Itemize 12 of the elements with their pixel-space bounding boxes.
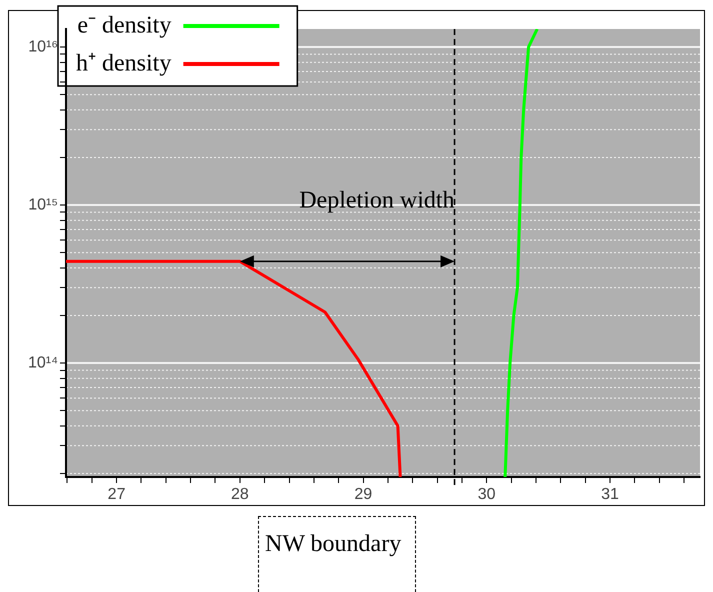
y-tick-label: 10¹⁵: [28, 196, 58, 214]
x-tick-label: 29: [354, 486, 372, 504]
legend-label: e⁻ density: [77, 12, 172, 38]
legend-label: h⁺ density: [76, 50, 172, 76]
annotation: Depletion width: [299, 188, 455, 214]
y-tick-label: 10¹⁶: [28, 38, 58, 56]
y-tick-label: 10¹⁴: [28, 354, 58, 372]
x-tick-label: 31: [601, 486, 619, 504]
x-tick-label: 28: [231, 486, 249, 504]
x-tick-label: 30: [478, 486, 496, 504]
ref-line-label: NW boundary: [265, 531, 402, 558]
x-tick-label: 27: [108, 486, 126, 504]
